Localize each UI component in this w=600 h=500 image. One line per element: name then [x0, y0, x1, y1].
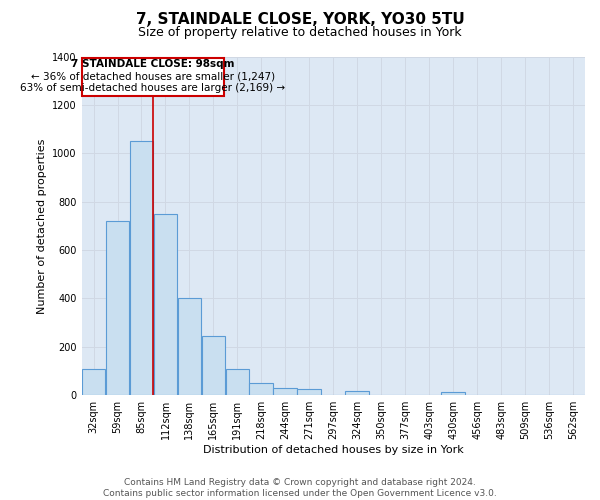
Bar [274, 388, 297, 395]
Text: 63% of semi-detached houses are larger (2,169) →: 63% of semi-detached houses are larger (… [20, 82, 286, 92]
Bar [82, 58, 224, 96]
Text: Contains HM Land Registry data © Crown copyright and database right 2024.
Contai: Contains HM Land Registry data © Crown c… [103, 478, 497, 498]
Bar [82, 368, 106, 395]
Bar [178, 298, 201, 395]
Bar [250, 383, 273, 395]
X-axis label: Distribution of detached houses by size in York: Distribution of detached houses by size … [203, 445, 464, 455]
Bar [441, 392, 465, 395]
Text: 7 STAINDALE CLOSE: 98sqm: 7 STAINDALE CLOSE: 98sqm [71, 59, 235, 69]
Bar [154, 214, 178, 395]
Bar [106, 221, 130, 395]
Text: Size of property relative to detached houses in York: Size of property relative to detached ho… [138, 26, 462, 39]
Text: 7, STAINDALE CLOSE, YORK, YO30 5TU: 7, STAINDALE CLOSE, YORK, YO30 5TU [136, 12, 464, 28]
Bar [130, 141, 154, 395]
Bar [298, 389, 321, 395]
Bar [202, 336, 225, 395]
Bar [346, 391, 369, 395]
Text: ← 36% of detached houses are smaller (1,247): ← 36% of detached houses are smaller (1,… [31, 71, 275, 81]
Bar [226, 368, 249, 395]
Y-axis label: Number of detached properties: Number of detached properties [37, 138, 47, 314]
